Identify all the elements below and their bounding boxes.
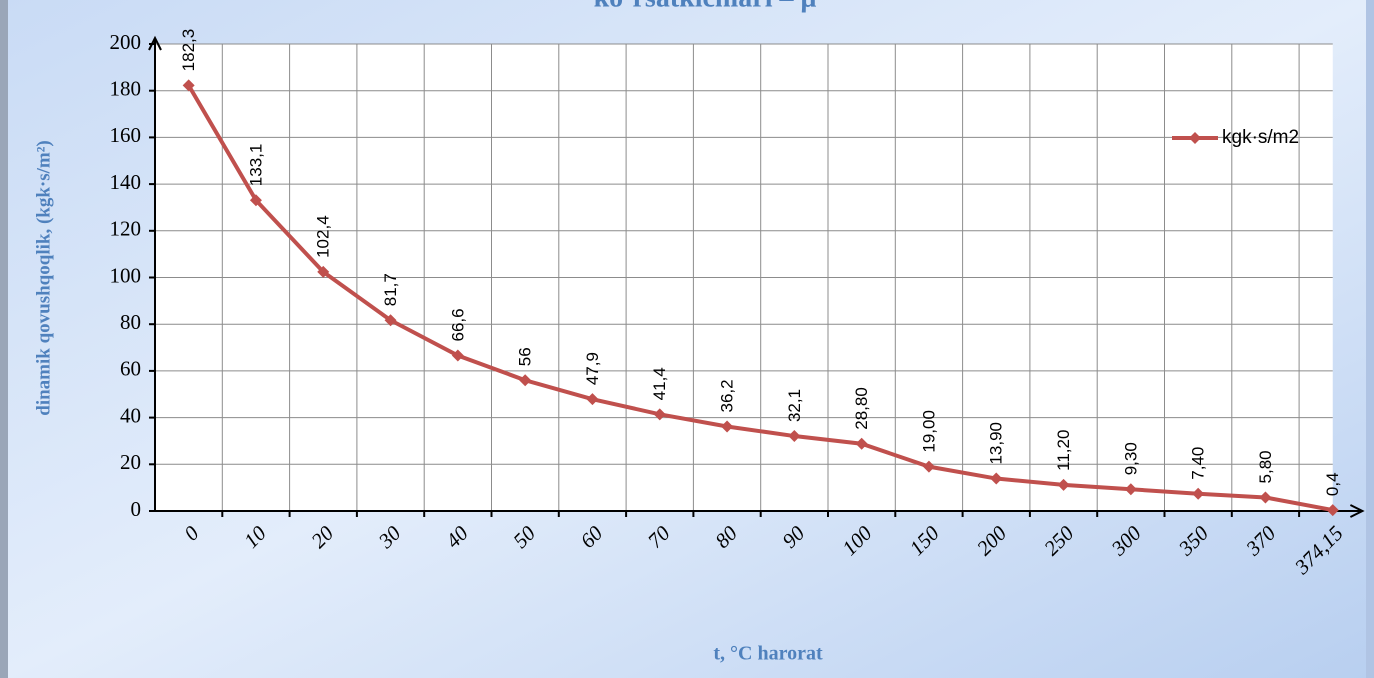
y-tick-label: 200 <box>110 30 142 54</box>
x-axis-title: t, °C harorat <box>713 643 823 665</box>
data-label: 47,9 <box>583 352 602 385</box>
data-label: 5,80 <box>1256 450 1275 483</box>
data-label: 36,2 <box>718 379 737 412</box>
data-label: 13,90 <box>987 422 1006 465</box>
data-point <box>1192 487 1205 500</box>
data-point <box>519 374 532 387</box>
y-tick-label: 120 <box>110 217 142 241</box>
y-tick-label: 140 <box>110 170 142 194</box>
data-label: 7,40 <box>1189 447 1208 480</box>
data-label: 182,3 <box>179 29 198 72</box>
chart-title: ko`rsatkichlari – μ <box>594 0 817 13</box>
data-point <box>451 349 464 362</box>
data-label: 0,4 <box>1323 472 1342 496</box>
data-point <box>317 265 330 278</box>
data-label: 28,80 <box>852 387 871 430</box>
data-point <box>1057 478 1070 491</box>
y-tick-label: 0 <box>131 497 142 521</box>
legend-marker <box>1189 132 1201 144</box>
data-label: 9,30 <box>1121 442 1140 475</box>
data-point <box>653 408 666 421</box>
data-label: 102,4 <box>314 215 333 258</box>
data-label: 11,20 <box>1054 430 1073 471</box>
data-point <box>922 460 935 473</box>
data-label: 133,1 <box>246 144 265 187</box>
data-line <box>186 84 1334 513</box>
data-point <box>1259 491 1272 504</box>
y-axis-arrow <box>148 35 162 51</box>
data-point <box>855 437 868 450</box>
y-axis-title: dinamik qovushqoqlik, (kgk·s/m²) <box>33 140 54 416</box>
data-point <box>182 79 195 92</box>
data-label: 66,6 <box>448 308 467 341</box>
legend-label: kgk·s/m2 <box>1222 127 1299 148</box>
data-point <box>990 472 1003 485</box>
data-label: 56 <box>516 347 535 366</box>
y-tick-label: 100 <box>110 263 142 287</box>
data-point <box>788 430 801 443</box>
data-point <box>586 393 599 406</box>
left-border <box>0 0 8 678</box>
data-label: 19,00 <box>919 410 938 453</box>
y-tick-label: 180 <box>110 77 142 101</box>
data-point <box>1124 483 1137 496</box>
data-point <box>1326 504 1339 517</box>
y-tick-label: 80 <box>120 310 141 334</box>
data-point <box>249 194 262 207</box>
x-axis-arrow <box>1349 504 1365 518</box>
y-tick-label: 20 <box>120 450 141 474</box>
data-label: 41,4 <box>650 367 669 400</box>
data-label: 81,7 <box>381 273 400 306</box>
data-label: 32,1 <box>785 389 804 422</box>
y-tick-label: 60 <box>120 357 141 381</box>
right-border <box>1366 0 1374 678</box>
data-point <box>721 420 734 433</box>
data-point <box>384 314 397 327</box>
y-tick-label: 40 <box>120 403 141 427</box>
y-tick-label: 160 <box>110 123 142 147</box>
